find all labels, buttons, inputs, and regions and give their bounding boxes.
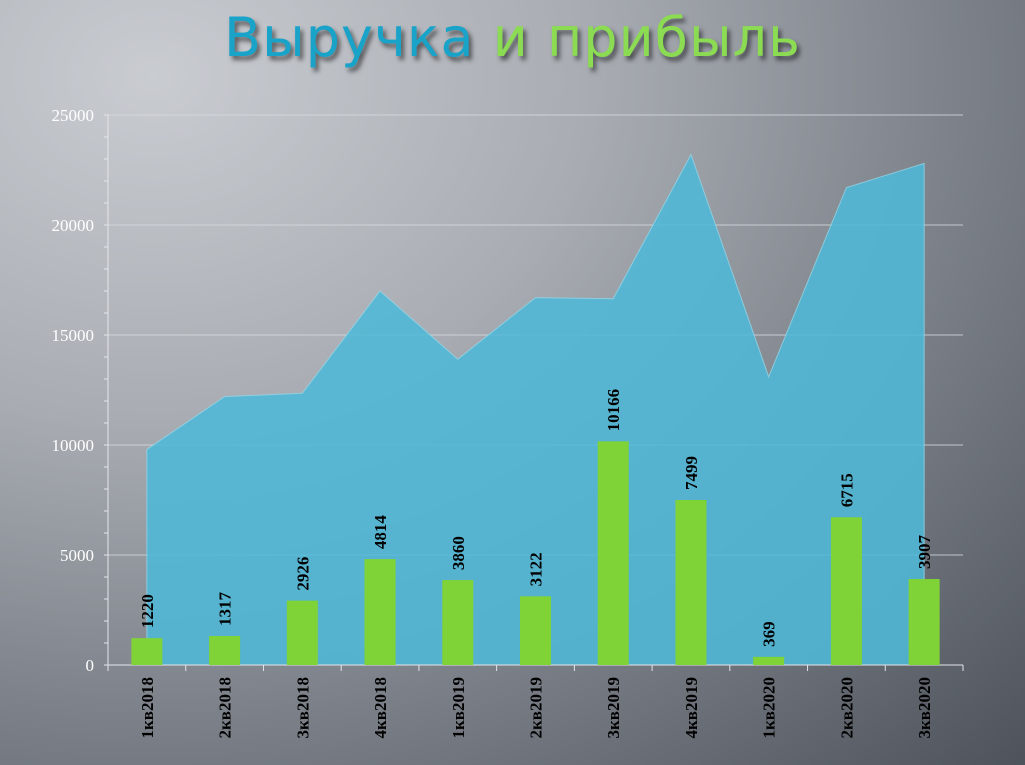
bar-data-label: 369 bbox=[760, 621, 779, 647]
x-tick-label: 4кв2019 bbox=[682, 677, 701, 738]
profit-bar bbox=[908, 579, 940, 665]
x-tick-label: 3кв2020 bbox=[915, 677, 934, 738]
profit-bar bbox=[675, 500, 707, 665]
y-tick-label: 25000 bbox=[52, 106, 95, 125]
bar-data-label: 10166 bbox=[604, 389, 623, 432]
title-revenue: Выручка bbox=[224, 6, 475, 69]
bar-data-label: 3860 bbox=[449, 536, 468, 570]
y-tick-label: 15000 bbox=[52, 326, 95, 345]
y-tick-label: 10000 bbox=[52, 436, 95, 455]
y-tick-label: 5000 bbox=[60, 546, 94, 565]
revenue-area bbox=[146, 153, 925, 666]
y-tick-label: 20000 bbox=[52, 216, 95, 235]
x-tick-label: 3кв2019 bbox=[604, 677, 623, 738]
y-tick-label: 0 bbox=[86, 656, 95, 675]
profit-bar bbox=[830, 517, 862, 665]
bar-data-label: 6715 bbox=[837, 473, 856, 507]
x-tick-label: 2кв2019 bbox=[527, 677, 546, 738]
profit-bar bbox=[364, 559, 396, 665]
title-profit: и прибыль bbox=[492, 6, 801, 69]
x-tick-label: 1кв2018 bbox=[138, 677, 157, 738]
x-tick-label: 3кв2018 bbox=[293, 677, 312, 738]
profit-bar bbox=[286, 600, 318, 665]
profit-bar bbox=[442, 580, 474, 665]
bar-data-label: 7499 bbox=[682, 456, 701, 490]
x-tick-label: 4кв2018 bbox=[371, 677, 390, 738]
x-tick-label: 2кв2018 bbox=[216, 677, 235, 738]
bar-data-label: 3122 bbox=[527, 552, 546, 586]
bar-data-label: 3907 bbox=[915, 535, 934, 570]
profit-bar bbox=[209, 636, 241, 665]
bar-data-label: 1317 bbox=[216, 592, 235, 627]
bar-data-label: 4814 bbox=[371, 515, 390, 550]
chart-title: Выручка и прибыль bbox=[0, 6, 1025, 69]
bar-data-label: 1220 bbox=[138, 594, 157, 628]
x-tick-label: 1кв2020 bbox=[760, 677, 779, 738]
x-tick-label: 1кв2019 bbox=[449, 677, 468, 738]
profit-bar bbox=[520, 596, 551, 665]
profit-bar bbox=[597, 441, 629, 665]
bar-data-label: 2926 bbox=[293, 557, 312, 591]
profit-bar bbox=[753, 656, 785, 665]
profit-bar bbox=[131, 638, 163, 665]
x-tick-label: 2кв2020 bbox=[837, 677, 856, 738]
